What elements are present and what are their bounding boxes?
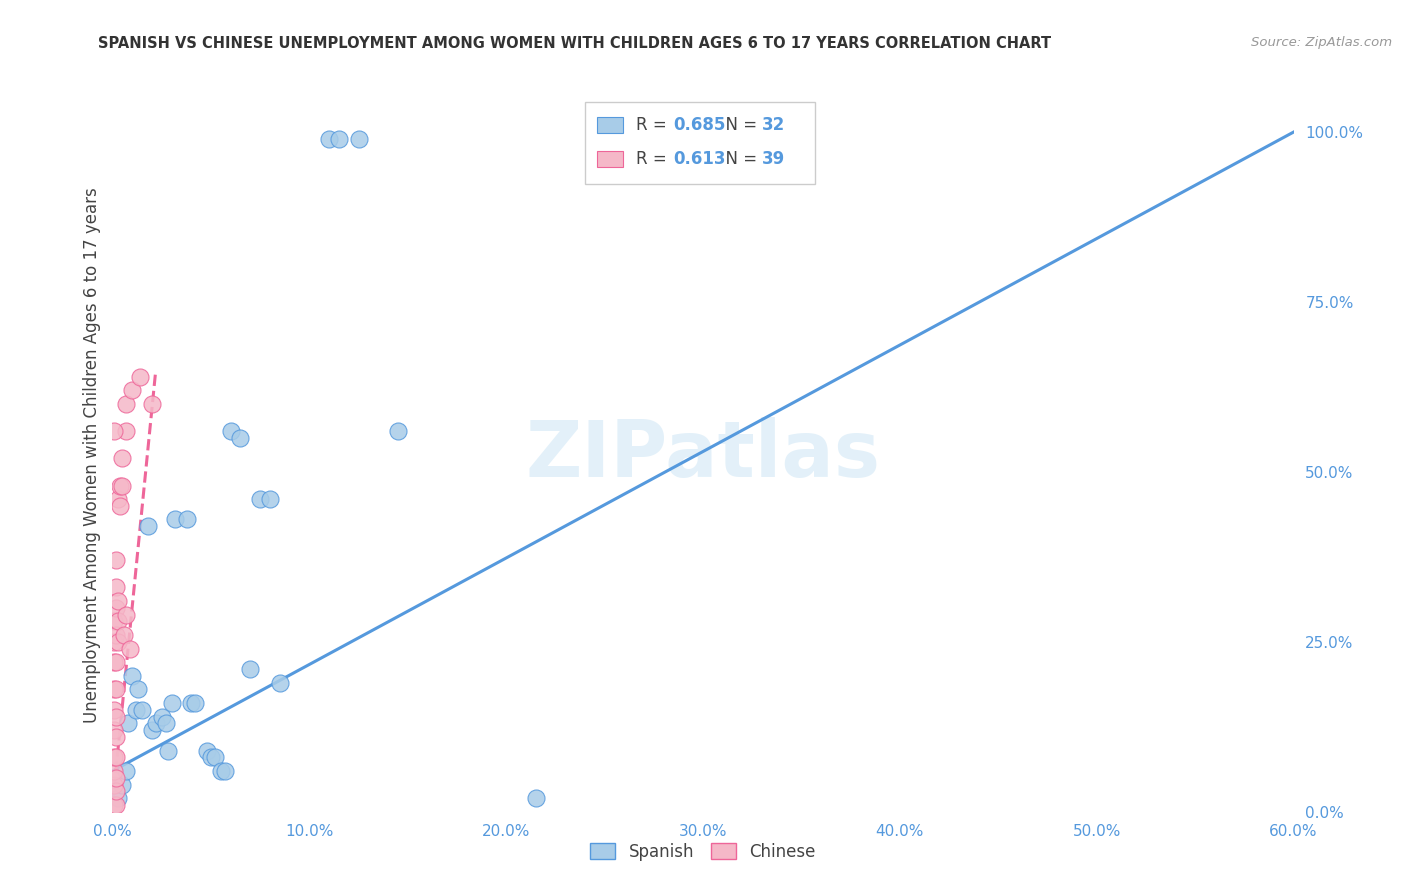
Point xyxy=(105,797,128,812)
Point xyxy=(107,791,129,805)
Point xyxy=(229,431,252,445)
Point xyxy=(204,750,226,764)
Point xyxy=(269,675,291,690)
Point xyxy=(141,723,163,738)
Text: N =: N = xyxy=(714,116,762,134)
Point xyxy=(347,132,370,146)
Point xyxy=(105,771,128,785)
Bar xyxy=(596,151,623,167)
Point xyxy=(524,791,547,805)
Point xyxy=(107,594,129,608)
Text: 0.685: 0.685 xyxy=(673,116,725,134)
Point xyxy=(176,512,198,526)
FancyBboxPatch shape xyxy=(585,102,815,184)
Point xyxy=(125,703,148,717)
Point xyxy=(105,628,128,642)
Point xyxy=(150,709,173,723)
Point xyxy=(103,682,125,697)
Point xyxy=(105,581,128,595)
Point xyxy=(107,635,129,649)
Point xyxy=(103,655,125,669)
Point xyxy=(117,716,139,731)
Point xyxy=(105,730,128,744)
Point xyxy=(105,784,128,798)
Point xyxy=(127,682,149,697)
Point xyxy=(103,778,125,792)
Point xyxy=(115,424,138,438)
Point xyxy=(184,696,207,710)
Y-axis label: Unemployment Among Women with Children Ages 6 to 17 years: Unemployment Among Women with Children A… xyxy=(83,187,101,723)
Point xyxy=(214,764,236,778)
Point xyxy=(200,750,222,764)
Point xyxy=(105,750,128,764)
Point xyxy=(103,635,125,649)
Point xyxy=(239,662,262,676)
Point xyxy=(110,478,132,492)
Point xyxy=(103,615,125,629)
Text: N =: N = xyxy=(714,150,762,168)
Point xyxy=(120,641,142,656)
Legend: Spanish, Chinese: Spanish, Chinese xyxy=(583,837,823,868)
Text: SPANISH VS CHINESE UNEMPLOYMENT AMONG WOMEN WITH CHILDREN AGES 6 TO 17 YEARS COR: SPANISH VS CHINESE UNEMPLOYMENT AMONG WO… xyxy=(98,36,1052,51)
Point xyxy=(112,628,135,642)
Point xyxy=(328,132,350,146)
Point xyxy=(141,397,163,411)
Text: 0.613: 0.613 xyxy=(673,150,725,168)
Point xyxy=(107,492,129,507)
Point xyxy=(105,655,128,669)
Point xyxy=(259,492,281,507)
Point xyxy=(115,607,138,622)
Point xyxy=(121,384,143,398)
Point xyxy=(623,125,645,139)
Point xyxy=(136,519,159,533)
Point xyxy=(103,764,125,778)
Point xyxy=(105,553,128,567)
Point xyxy=(156,743,179,757)
Point xyxy=(387,424,409,438)
Point xyxy=(105,682,128,697)
Text: 39: 39 xyxy=(762,150,786,168)
Point xyxy=(115,764,138,778)
Point xyxy=(111,778,134,792)
Point xyxy=(110,499,132,513)
Bar xyxy=(596,118,623,133)
Point xyxy=(209,764,232,778)
Point xyxy=(103,797,125,812)
Point xyxy=(129,369,152,384)
Point xyxy=(111,478,134,492)
Text: Source: ZipAtlas.com: Source: ZipAtlas.com xyxy=(1251,36,1392,49)
Point xyxy=(107,615,129,629)
Point xyxy=(103,750,125,764)
Point xyxy=(115,397,138,411)
Point xyxy=(103,723,125,738)
Point xyxy=(219,424,242,438)
Point xyxy=(121,669,143,683)
Point xyxy=(103,424,125,438)
Point xyxy=(105,600,128,615)
Point xyxy=(111,451,134,466)
Point xyxy=(180,696,202,710)
Point xyxy=(105,709,128,723)
Point xyxy=(195,743,218,757)
Point xyxy=(249,492,271,507)
Point xyxy=(165,512,187,526)
Text: R =: R = xyxy=(636,150,672,168)
Text: 32: 32 xyxy=(762,116,786,134)
Point xyxy=(160,696,183,710)
Point xyxy=(318,132,340,146)
Point xyxy=(103,703,125,717)
Text: R =: R = xyxy=(636,116,672,134)
Point xyxy=(155,716,177,731)
Text: ZIPatlas: ZIPatlas xyxy=(526,417,880,493)
Point xyxy=(145,716,167,731)
Point xyxy=(131,703,153,717)
